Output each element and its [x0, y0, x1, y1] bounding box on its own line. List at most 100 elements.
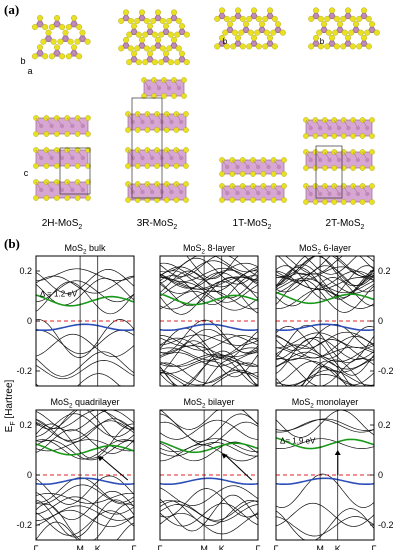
mo-atom [235, 40, 241, 47]
mo-atom [355, 191, 361, 197]
s-atom [303, 199, 309, 205]
conduction-band [36, 413, 134, 438]
valence-band [160, 340, 258, 378]
mo-atom [336, 125, 342, 131]
mo-atom [235, 190, 240, 196]
valence-band [36, 499, 134, 538]
mo-atom [179, 56, 185, 63]
axis-letter-c: c [24, 168, 29, 178]
mo-atom [37, 50, 43, 57]
mo-atom [365, 125, 370, 131]
s-atom [166, 17, 173, 24]
s-atom [246, 15, 253, 22]
s-atom [154, 163, 160, 169]
s-atom [348, 29, 355, 36]
mo-atom [149, 155, 155, 161]
conduction-band [160, 256, 258, 273]
s-atom [76, 24, 83, 31]
mo-atom [267, 40, 273, 47]
s-atom [321, 21, 328, 28]
s-atom [159, 45, 166, 52]
valence-band [160, 485, 258, 506]
mo-atom [308, 125, 313, 131]
valence-band [160, 335, 258, 351]
arrowhead [221, 453, 228, 459]
mo-atom [140, 119, 145, 125]
mo-atom [365, 157, 370, 163]
mo-atom [267, 13, 273, 19]
s-atom [37, 44, 44, 51]
mo-atom [130, 119, 136, 125]
band-panel-4: MoS2 bilayer Γ M K Γ [158, 397, 261, 550]
s-atom [79, 29, 86, 36]
s-atom [134, 147, 141, 153]
s-atom [173, 163, 180, 169]
band-panel-3: MoS2 quadrilayer 0.2 0 -0.2 Γ M K Γ [16, 397, 136, 550]
band-panel-5: MoS2 monolayer Δ= 1.9 eV 0.2 0 -0.2 Γ M K Γ [274, 397, 394, 550]
s-atom [229, 171, 236, 177]
valence-band [276, 360, 374, 386]
s-atom [369, 117, 375, 123]
s-atom [59, 24, 66, 31]
y-axis-label: EF [Hartree] [4, 379, 17, 432]
mo-atom [337, 26, 343, 33]
mo-atom [140, 189, 145, 195]
s-atom [222, 29, 229, 36]
valence-band [36, 521, 134, 540]
mo-atom [37, 21, 43, 27]
s-atom [151, 93, 157, 99]
s-atom [125, 163, 131, 169]
mo-atom [178, 119, 184, 125]
s-atom [350, 133, 356, 139]
s-atom [303, 165, 309, 171]
y-tick-label: -0.2 [378, 366, 394, 376]
band-panel-1: MoS2 8-layer [159, 243, 259, 387]
bands-group [36, 268, 134, 386]
s-atom [65, 53, 72, 60]
mo-atom [365, 191, 370, 197]
s-atom [365, 15, 372, 22]
s-atom [166, 45, 173, 52]
mo-atom [308, 191, 313, 197]
s-atom [218, 34, 225, 41]
conduction-band [160, 444, 258, 462]
s-atom [312, 199, 319, 205]
mo-atom [178, 189, 184, 195]
s-atom [62, 29, 69, 36]
mo-atom [147, 28, 153, 35]
s-atom [238, 29, 245, 36]
s-atom [144, 163, 151, 169]
structure-label-1: 3R-MoS2 [137, 218, 178, 231]
panel-a-label: (a) [4, 2, 20, 17]
mo-atom [49, 155, 54, 161]
s-atom [259, 21, 266, 28]
s-atom [181, 77, 187, 83]
panel-frame [159, 409, 259, 541]
s-atom [229, 183, 236, 189]
s-atom [324, 15, 331, 22]
mo-atom [224, 164, 230, 170]
s-atom [175, 45, 182, 52]
s-atom [308, 15, 315, 22]
mo-atom [171, 15, 177, 21]
mo-atom [70, 123, 75, 129]
y-tick-label: 0.2 [378, 420, 391, 430]
s-atom [219, 197, 225, 203]
s-atom [85, 147, 91, 153]
conduction-band [36, 423, 134, 459]
s-atom [85, 163, 91, 169]
mo-atom [235, 13, 241, 19]
conduction-band [276, 438, 374, 449]
mo-atom [313, 13, 319, 19]
highest-valence-band [160, 477, 258, 485]
s-atom [175, 17, 182, 24]
conduction-band [276, 288, 374, 309]
s-atom [154, 197, 160, 203]
mo-atom [245, 164, 251, 170]
transition-arrow [99, 455, 129, 481]
x-tick-label: M [76, 544, 84, 550]
s-atom [126, 31, 133, 38]
mo-atom [80, 187, 86, 193]
s-atom [173, 111, 180, 117]
